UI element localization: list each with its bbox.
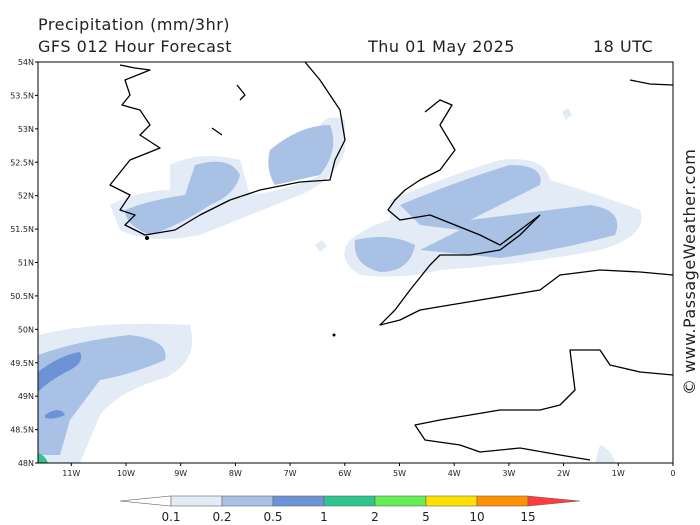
legend-swatch [476,495,529,507]
legend-swatch [425,495,478,507]
lon-label: 2W [557,469,570,478]
legend-label: 1 [320,510,328,524]
lon-label: 8W [229,469,242,478]
legend-swatch [119,495,172,507]
lat-label: 51.5N [10,225,34,234]
lon-label: 1W [612,469,625,478]
map-title: Precipitation (mm/3hr) [38,15,230,34]
lat-label: 50N [18,325,34,334]
forecast-date: Thu 01 May 2025 [367,37,515,56]
lat-label: 49N [18,392,34,401]
lon-label: 3W [502,469,515,478]
lon-label: 0 [670,469,675,478]
coastlines [109,61,674,461]
lon-label: 7W [284,469,297,478]
legend-swatch [170,495,223,507]
lon-label: 10W [117,469,135,478]
lat-label: 52N [18,192,34,201]
legend-label: 0.2 [212,510,231,524]
lat-label: 53.5N [10,91,34,100]
lat-label: 53N [18,125,34,134]
map-subtitle: GFS 012 Hour Forecast [38,37,232,56]
precip-areas [38,108,642,463]
lon-label: 9W [174,469,187,478]
legend-swatch [272,495,325,507]
lon-label: 5W [393,469,406,478]
legend-swatch [527,495,581,507]
lat-label: 54N [18,58,34,67]
credit: © www.PassageWeather.com [680,149,699,395]
lon-label: 6W [338,469,351,478]
lat-label: 49.5N [10,359,34,368]
lat-label: 48N [18,459,34,468]
legend-swatch [374,495,427,507]
legend-label: 15 [520,510,535,524]
legend-label: 0.5 [263,510,282,524]
lat-label: 52.5N [10,158,34,167]
lat-label: 50.5N [10,292,34,301]
legend-label: 0.1 [161,510,180,524]
lon-label: 4W [448,469,461,478]
lat-label: 51N [18,259,34,268]
legend-swatch [323,495,376,507]
lon-label: 11W [62,469,80,478]
legend-label: 5 [422,510,430,524]
legend-label: 2 [371,510,379,524]
forecast-time: 18 UTC [593,37,653,56]
legend-label: 10 [469,510,484,524]
lat-label: 48.5N [10,426,34,435]
legend-swatch [221,495,274,507]
